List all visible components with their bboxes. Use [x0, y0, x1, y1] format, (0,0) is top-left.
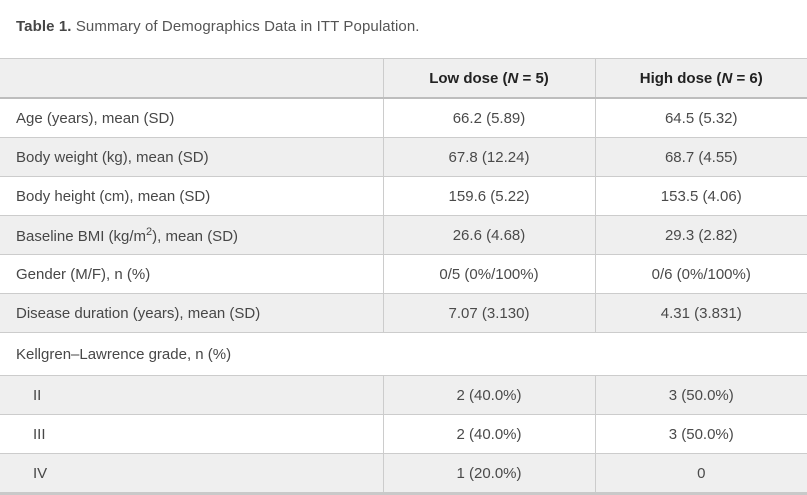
cell-low-dose: 159.6 (5.22): [382, 176, 595, 216]
cell-high-dose: 3 (50.0%): [594, 375, 807, 415]
italic-n: N: [721, 69, 733, 87]
table-row-age: Age (years), mean (SD) 66.2 (5.89) 64.5 …: [0, 98, 807, 138]
table-caption-text: Summary of Demographics Data in ITT Popu…: [71, 18, 420, 35]
demographics-table: Low dose (N = 5) High dose (N = 6) Age (…: [0, 58, 807, 495]
cell-low-dose: 2 (40.0%): [382, 375, 595, 415]
italic-n: N: [507, 69, 519, 87]
table-row-grade-iii: III 2 (40.0%) 3 (50.0%): [0, 414, 807, 454]
table-row-kellgren-lawrence-section: Kellgren–Lawrence grade, n (%): [0, 332, 807, 376]
cell-high-dose: 68.7 (4.55): [594, 137, 807, 177]
cell-high-dose: 29.3 (2.82): [594, 215, 807, 255]
cell-high-dose: 0/6 (0%/100%): [594, 254, 807, 294]
table-caption-label: Table 1.: [16, 18, 72, 35]
cell-high-dose: 0: [594, 453, 807, 494]
section-label: Kellgren–Lawrence grade, n (%): [16, 345, 232, 363]
row-label: Body height (cm), mean (SD): [16, 187, 211, 205]
row-label: Body weight (kg), mean (SD): [16, 148, 209, 166]
table-row-baseline-bmi: Baseline BMI (kg/m2), mean (SD) 26.6 (4.…: [0, 215, 807, 255]
row-label: Gender (M/F), n (%): [16, 265, 151, 283]
header-empty-cell: [0, 59, 383, 99]
row-label: IV: [33, 464, 48, 482]
header-low-dose: Low dose (N = 5): [382, 58, 595, 98]
table-row-gender: Gender (M/F), n (%) 0/5 (0%/100%) 0/6 (0…: [0, 254, 807, 294]
row-label: II: [33, 386, 42, 404]
cell-low-dose: 7.07 (3.130): [382, 293, 595, 333]
cell-high-dose: 4.31 (3.831): [594, 293, 807, 333]
row-label: III: [33, 425, 46, 443]
row-label: Age (years), mean (SD): [16, 109, 175, 127]
table-row-grade-iv: IV 1 (20.0%) 0: [0, 453, 807, 494]
row-label: Disease duration (years), mean (SD): [16, 304, 261, 322]
row-label: Baseline BMI (kg/m2), mean (SD): [16, 225, 239, 245]
cell-low-dose: 26.6 (4.68): [382, 215, 595, 255]
table-row-body-height: Body height (cm), mean (SD) 159.6 (5.22)…: [0, 176, 807, 216]
cell-low-dose: 67.8 (12.24): [382, 137, 595, 177]
cell-low-dose: 0/5 (0%/100%): [382, 254, 595, 294]
superscript-2: 2: [146, 225, 153, 238]
cell-low-dose: 1 (20.0%): [382, 453, 595, 494]
header-high-dose: High dose (N = 6): [594, 58, 807, 98]
table-row-disease-duration: Disease duration (years), mean (SD) 7.07…: [0, 293, 807, 333]
header-row: Low dose (N = 5) High dose (N = 6): [0, 58, 807, 99]
cell-low-dose: 2 (40.0%): [382, 414, 595, 454]
cell-low-dose: 66.2 (5.89): [382, 98, 595, 138]
table-row-grade-ii: II 2 (40.0%) 3 (50.0%): [0, 375, 807, 415]
cell-high-dose: 64.5 (5.32): [594, 98, 807, 138]
table-caption: Table 1. Summary of Demographics Data in…: [0, 0, 807, 36]
cell-high-dose: 3 (50.0%): [594, 414, 807, 454]
table-row-body-weight: Body weight (kg), mean (SD) 67.8 (12.24)…: [0, 137, 807, 177]
cell-high-dose: 153.5 (4.06): [594, 176, 807, 216]
